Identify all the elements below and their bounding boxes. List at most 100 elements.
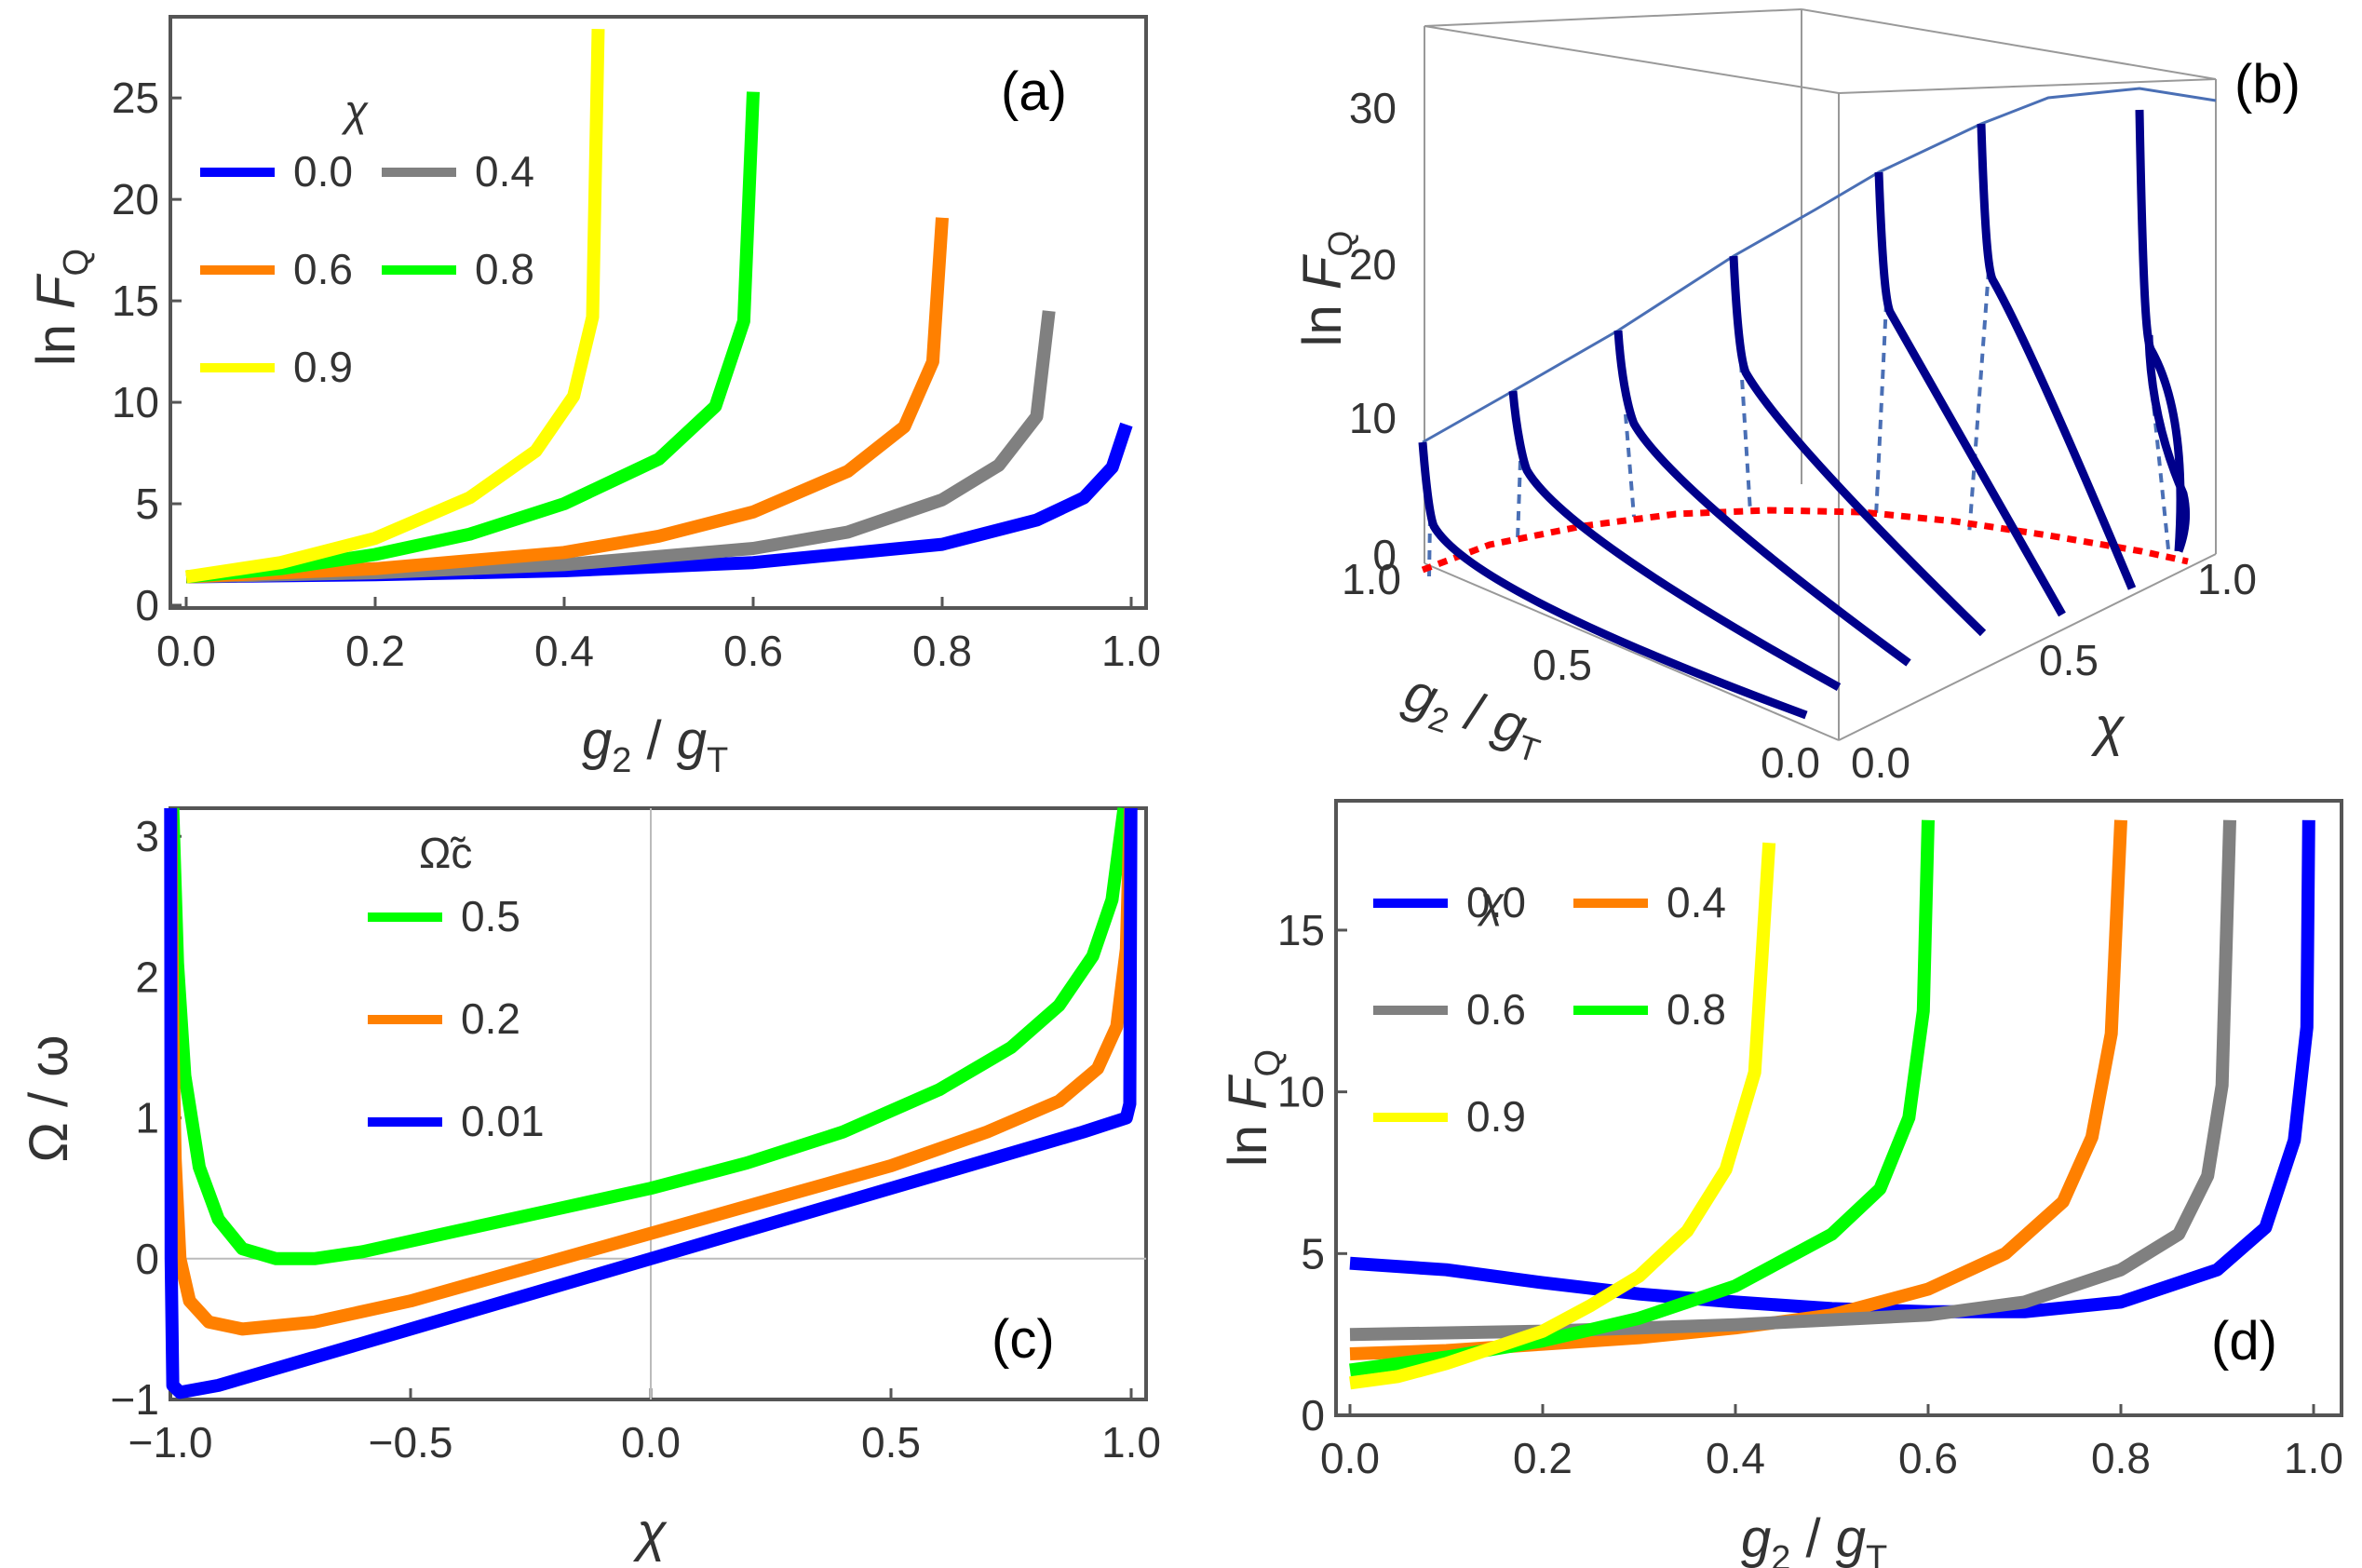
y-tick-label: −1	[111, 1375, 159, 1424]
panel-c: −1.0 −0.5 0.0 0.5 1.0 −1 0 1 2 3 (c) χ Ω / ω Ω̃c …	[19, 806, 1161, 1562]
y-tick-label: 1	[135, 1094, 159, 1142]
y-tick-label: 10	[1277, 1068, 1325, 1116]
legend-label-0.01: 0.01	[461, 1097, 545, 1145]
panel-b-ztick: 30	[1349, 84, 1397, 132]
panel-d-frame	[1334, 799, 2343, 1417]
legend-label-0.6: 0.6	[293, 245, 353, 293]
panel-c-legend-title: Ω̃c	[419, 829, 472, 877]
panel-b-ylabel: χ	[2090, 696, 2126, 757]
panel-a-frame	[169, 15, 1148, 610]
panel-b-curve	[1729, 255, 1987, 637]
x-tick-label: 1.0	[1101, 627, 1161, 675]
x-tick-label: 0.4	[1706, 1434, 1765, 1482]
series-line-0.9	[1349, 842, 1776, 1390]
panel-a-xlabel: g2 / gT	[582, 710, 728, 780]
panel-a-ticks: 0.0 0.2 0.4 0.6 0.8 1.0 0 5 10 15 20 25	[112, 74, 1161, 675]
legend-label-0.8: 0.8	[475, 245, 534, 293]
panel-a-legend-title: χ	[341, 87, 369, 135]
panel-b-curve	[2135, 109, 2185, 552]
panel-d-legend: χ 0.0 0.4 0.6 0.8 0.9	[1373, 878, 1726, 1141]
x-tick-label: 0.6	[723, 627, 783, 675]
panel-b-xtick: 0.0	[1761, 738, 1820, 787]
panel-b-box	[1424, 8, 2217, 741]
x-tick-label: 1.0	[1101, 1418, 1161, 1467]
panel-b: 0 10 20 30 1.0 0.5 0.0 0.0 0.5 1.0 ln FQ…	[1292, 8, 2301, 787]
panel-b-curve	[2144, 334, 2191, 553]
panel-b-dropdown	[1516, 460, 1522, 541]
panel-b-ticks: 0 10 20 30 1.0 0.5 0.0 0.0 0.5 1.0	[1342, 84, 2257, 787]
panel-b-zlabel: ln FQ	[1292, 231, 1359, 347]
x-tick-label: 0.8	[2091, 1434, 2151, 1482]
legend-label-0.0: 0.0	[1466, 878, 1526, 926]
y-tick-label: 3	[135, 812, 159, 860]
y-tick-label: 2	[135, 953, 159, 1001]
legend-label-0.9: 0.9	[1466, 1092, 1526, 1141]
panel-b-dropdown	[1739, 362, 1752, 513]
panel-b-curve	[1874, 171, 2066, 617]
panel-b-xtick: 1.0	[1342, 555, 1401, 603]
y-tick-label: 25	[112, 74, 159, 122]
x-tick-label: 0.0	[1320, 1434, 1380, 1482]
legend-label-0.6: 0.6	[1466, 985, 1526, 1034]
y-tick-label: 0	[135, 581, 159, 629]
panel-b-critical-line	[1421, 507, 2189, 574]
panel-a-series	[184, 28, 1133, 584]
panel-b-curve	[1977, 123, 2137, 590]
panel-b-envelope	[1422, 87, 2217, 444]
panel-a-legend: χ 0.0 0.4 0.6 0.8 0.9	[200, 87, 534, 391]
panel-c-legend: Ω̃c 0.5 0.2 0.01	[368, 829, 545, 1145]
panel-b-ytick: 0.5	[2039, 636, 2099, 684]
y-tick-label: 15	[112, 277, 159, 325]
panel-c-ylabel: Ω / ω	[19, 1035, 79, 1163]
series-line-0.01	[164, 807, 1138, 1399]
panel-b-dropdown	[1967, 269, 1991, 536]
y-tick-label: 0	[135, 1235, 159, 1283]
panel-b-ztick: 10	[1349, 394, 1397, 442]
x-tick-label: 0.2	[1513, 1434, 1572, 1482]
panel-b-dropdown	[1874, 302, 1888, 518]
panel-d-xlabel: g2 / gT	[1741, 1508, 1887, 1568]
x-tick-label: 0.8	[912, 627, 972, 675]
panel-b-curve	[1508, 390, 1842, 691]
panel-b-curve	[1613, 330, 1911, 667]
panel-b-dropdown	[1624, 413, 1636, 518]
x-tick-label: 1.0	[2284, 1434, 2343, 1482]
x-tick-label: −0.5	[369, 1418, 453, 1467]
panel-b-ytick: 1.0	[2197, 555, 2257, 603]
legend-label-0.5: 0.5	[461, 892, 520, 940]
x-tick-label: 0.2	[345, 627, 405, 675]
panel-c-tag: (c)	[992, 1309, 1055, 1370]
panel-b-series	[1418, 109, 2191, 720]
x-tick-label: 0.5	[861, 1418, 921, 1467]
panel-a: 0.0 0.2 0.4 0.6 0.8 1.0 0 5 10 15 20 25 (a) g2 / gT…	[26, 15, 1161, 780]
panel-d-series	[1349, 819, 2315, 1390]
panel-d-legend-title: χ	[1477, 878, 1505, 926]
legend-label-0.2: 0.2	[461, 994, 520, 1043]
panel-b-xlabel: g2 / gT	[1396, 662, 1554, 770]
panel-a-tag: (a)	[1001, 61, 1067, 122]
series-line-0.9	[184, 28, 605, 584]
x-tick-label: −1.0	[128, 1418, 213, 1467]
y-tick-label: 5	[135, 480, 159, 528]
panel-c-series	[164, 807, 1138, 1399]
series-line-0.2	[164, 807, 1137, 1336]
panel-d-tag: (d)	[2211, 1311, 2277, 1372]
panel-b-ztick: 0	[1372, 531, 1397, 579]
legend-label-0.8: 0.8	[1667, 985, 1726, 1034]
legend-label-0.4: 0.4	[475, 147, 534, 196]
x-tick-label: 0.4	[534, 627, 594, 675]
x-tick-label: 0.6	[1898, 1434, 1958, 1482]
y-tick-label: 5	[1301, 1229, 1325, 1277]
legend-label-0.9: 0.9	[293, 343, 353, 391]
series-line-0.6	[1349, 819, 2236, 1342]
panel-d-ylabel: ln FQ	[1218, 1049, 1288, 1167]
panel-d-ticks: 0.0 0.2 0.4 0.6 0.8 1.0 0 5 10 15	[1277, 906, 2343, 1482]
legend-label-0.0: 0.0	[293, 147, 353, 196]
y-tick-label: 0	[1301, 1391, 1325, 1440]
panel-a-ylabel: ln FQ	[26, 249, 96, 366]
panel-b-tag: (b)	[2234, 54, 2301, 115]
panel-d: 0.0 0.2 0.4 0.6 0.8 1.0 0 5 10 15 (d) g2 / gT ln …	[1218, 799, 2343, 1568]
panel-b-ztick: 20	[1349, 240, 1397, 289]
series-line-0.4	[185, 310, 1056, 584]
